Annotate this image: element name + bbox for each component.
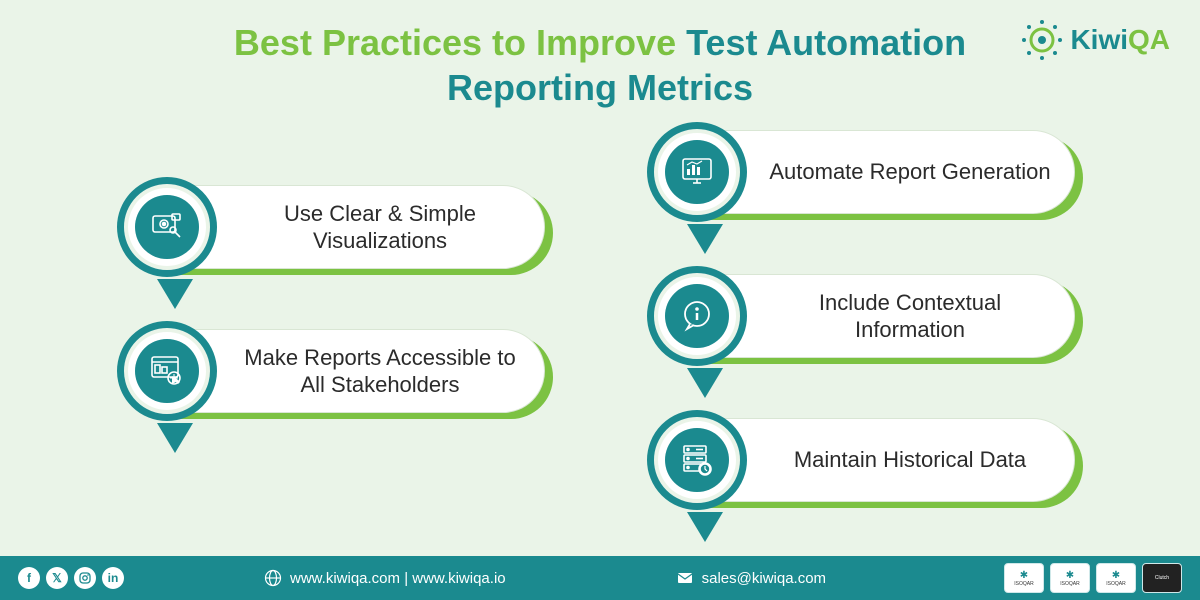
badge-label: ISOQAR [1014, 581, 1033, 587]
envelope-icon [676, 569, 694, 587]
pill-icon-badge [647, 266, 747, 366]
footer-bar: f 𝕏 in www.kiwiqa.com | www.kiwiqa.io sa… [0, 556, 1200, 600]
practice-pill: Include Contextual Information [655, 274, 1075, 358]
pill-label: Use Clear & Simple Visualizations [236, 200, 524, 255]
pill-icon-badge [117, 177, 217, 277]
cert-badge: ✱ISOQAR [1096, 563, 1136, 593]
practice-pill: Use Clear & Simple Visualizations [125, 185, 545, 269]
title-part2: Test Automation [686, 22, 966, 63]
arrow-down-icon [687, 368, 723, 398]
email-text[interactable]: sales@kiwiqa.com [702, 570, 826, 587]
badge-label: ISOQAR [1060, 581, 1079, 587]
practice-pill: Maintain Historical Data [655, 418, 1075, 502]
monitor-chart-icon [665, 140, 729, 204]
x-twitter-icon[interactable]: 𝕏 [46, 567, 68, 589]
badge-label: ISOQAR [1106, 581, 1125, 587]
cert-badge: ✱ISOQAR [1050, 563, 1090, 593]
title-part1: Best Practices to Improve [234, 22, 676, 63]
logo-text-2: QA [1128, 24, 1170, 55]
instagram-icon[interactable] [74, 567, 96, 589]
website-links: www.kiwiqa.com | www.kiwiqa.io [264, 569, 506, 587]
server-data-icon [665, 428, 729, 492]
pill-icon-badge [117, 321, 217, 421]
social-icons: f 𝕏 in [18, 567, 124, 589]
email-link: sales@kiwiqa.com [676, 569, 826, 587]
pill-icon-badge [647, 410, 747, 510]
title-part3: Reporting Metrics [447, 67, 753, 108]
dashboard-touch-icon [135, 339, 199, 403]
left-column: Use Clear & Simple Visualizations Make Re… [125, 185, 545, 502]
practice-pill: Automate Report Generation [655, 130, 1075, 214]
info-bubble-icon [665, 284, 729, 348]
cert-badge: Clutch [1142, 563, 1182, 593]
eye-search-icon [135, 195, 199, 259]
logo-text: KiwiQA [1070, 24, 1170, 56]
pill-label: Automate Report Generation [766, 158, 1054, 186]
arrow-down-icon [157, 279, 193, 309]
pill-label: Make Reports Accessible to All Stakehold… [236, 344, 524, 399]
logo-mark-icon [1020, 18, 1064, 62]
practice-pill: Make Reports Accessible to All Stakehold… [125, 329, 545, 413]
arrow-down-icon [687, 224, 723, 254]
arrow-down-icon [687, 512, 723, 542]
brand-logo: KiwiQA [1020, 18, 1170, 62]
right-column: Automate Report Generation Include Contex… [655, 130, 1075, 502]
cert-badge: ✱ISOQAR [1004, 563, 1044, 593]
pill-label: Include Contextual Information [766, 289, 1054, 344]
logo-text-1: Kiwi [1070, 24, 1128, 55]
website-text[interactable]: www.kiwiqa.com | www.kiwiqa.io [290, 570, 506, 587]
practices-grid: Use Clear & Simple Visualizations Make Re… [0, 130, 1200, 502]
badge-label: Clutch [1155, 575, 1169, 581]
certification-badges: ✱ISOQAR✱ISOQAR✱ISOQARClutch [1004, 563, 1182, 593]
badge-star-icon: ✱ [1020, 570, 1028, 581]
globe-icon [264, 569, 282, 587]
badge-star-icon: ✱ [1066, 570, 1074, 581]
facebook-icon[interactable]: f [18, 567, 40, 589]
pill-icon-badge [647, 122, 747, 222]
linkedin-icon[interactable]: in [102, 567, 124, 589]
pill-label: Maintain Historical Data [766, 446, 1054, 474]
arrow-down-icon [157, 423, 193, 453]
badge-star-icon: ✱ [1112, 570, 1120, 581]
